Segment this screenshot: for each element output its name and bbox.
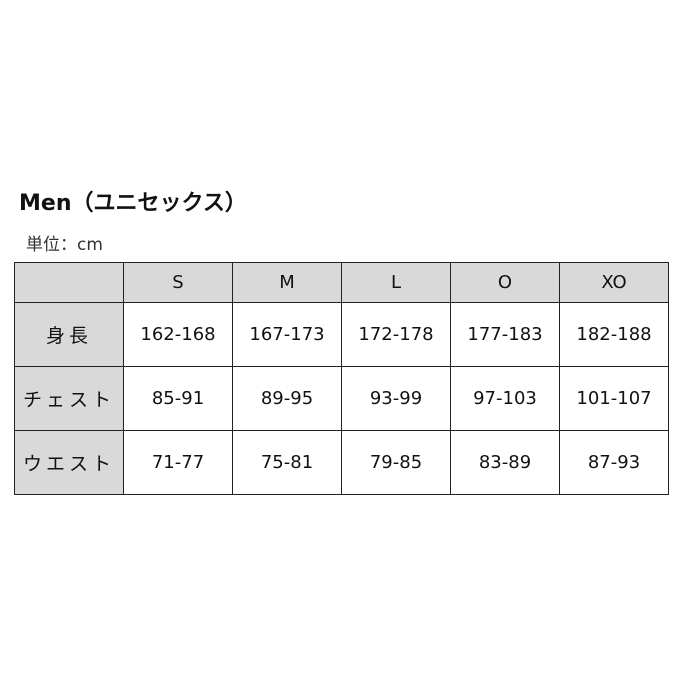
table-cell: 85-91 [123,366,233,431]
table-cell: 71-77 [123,430,233,495]
table-cell: 167-173 [232,302,342,367]
table-cell: 101-107 [559,366,669,431]
page-title: Men（ユニセックス） [19,191,247,216]
size-table: S M L O XO 身長 162-168 167-173 172-178 17… [14,262,669,495]
row-label: 身長 [14,302,124,367]
header-cell: XO [559,262,669,303]
header-cell: M [232,262,342,303]
table-cell: 79-85 [341,430,451,495]
table-cell: 97-103 [450,366,560,431]
header-cell: L [341,262,451,303]
table-cell: 93-99 [341,366,451,431]
table-row: チェスト 85-91 89-95 93-99 97-103 101-107 [14,366,669,431]
table-row: 身長 162-168 167-173 172-178 177-183 182-1… [14,302,669,367]
table-cell: 87-93 [559,430,669,495]
row-label: チェスト [14,366,124,431]
unit-label: 単位：cm [26,235,103,255]
table-row: ウエスト 71-77 75-81 79-85 83-89 87-93 [14,430,669,495]
header-cell: O [450,262,560,303]
table-header-row: S M L O XO [14,262,669,303]
table-cell: 172-178 [341,302,451,367]
header-cell: S [123,262,233,303]
table-cell: 89-95 [232,366,342,431]
table-cell: 177-183 [450,302,560,367]
table-cell: 162-168 [123,302,233,367]
table-cell: 182-188 [559,302,669,367]
row-label: ウエスト [14,430,124,495]
table-cell: 83-89 [450,430,560,495]
header-cell [14,262,124,303]
table-cell: 75-81 [232,430,342,495]
